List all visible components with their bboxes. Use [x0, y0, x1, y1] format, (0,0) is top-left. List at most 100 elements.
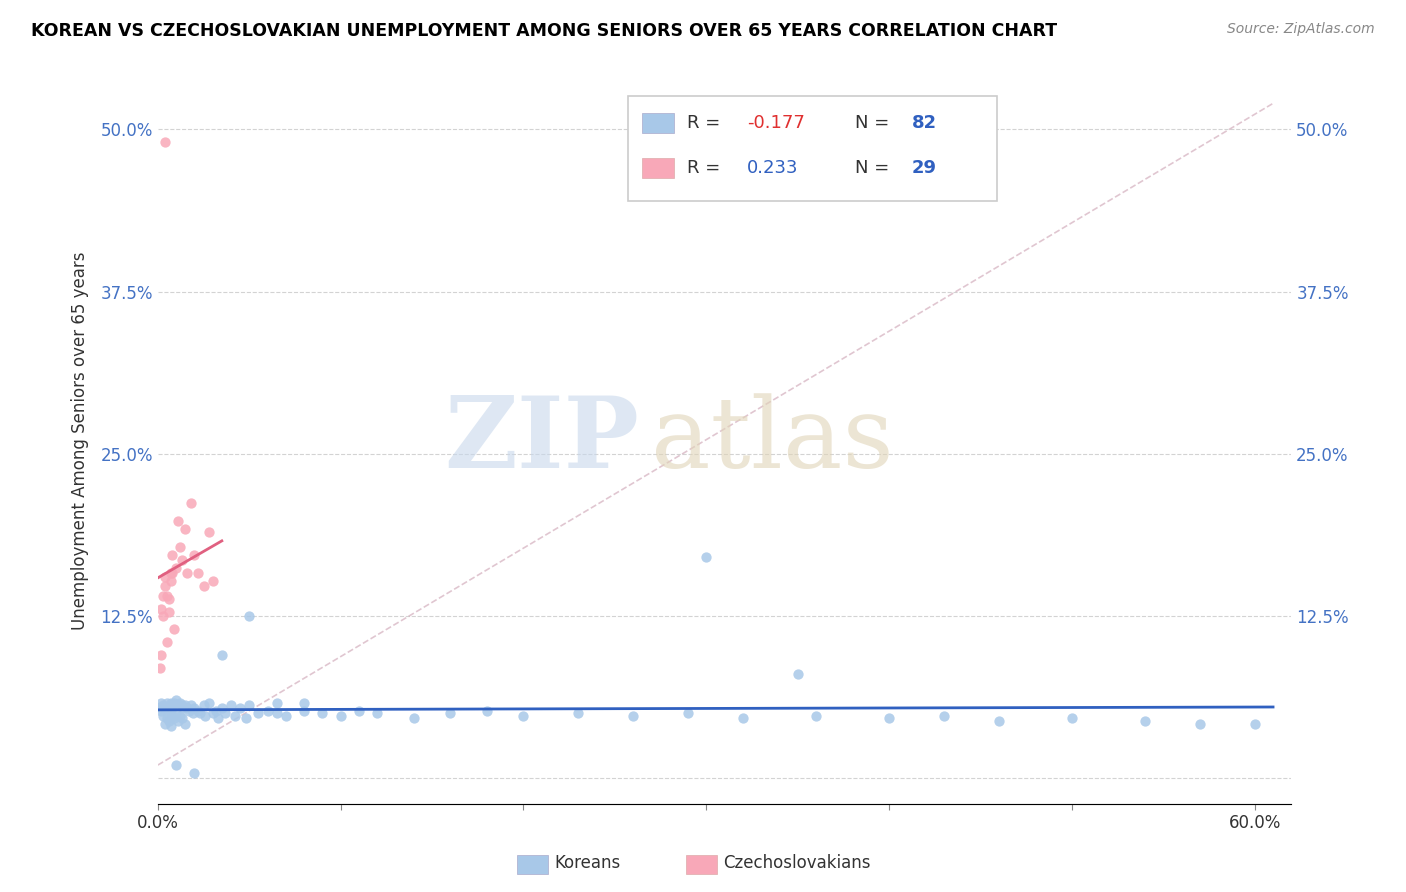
Y-axis label: Unemployment Among Seniors over 65 years: Unemployment Among Seniors over 65 years — [72, 252, 89, 630]
Point — [229, 701, 252, 715]
FancyBboxPatch shape — [643, 158, 673, 178]
Point — [402, 711, 425, 725]
Point — [169, 696, 191, 710]
Point — [224, 708, 246, 723]
Point — [162, 698, 184, 713]
Point — [676, 706, 699, 721]
Point — [174, 522, 197, 536]
Point — [731, 711, 754, 725]
Point — [163, 622, 186, 636]
Point — [150, 648, 173, 662]
Point — [1133, 714, 1156, 728]
Point — [214, 706, 236, 721]
FancyBboxPatch shape — [628, 95, 997, 201]
Point — [169, 540, 191, 554]
Point — [150, 696, 173, 710]
Text: Source: ZipAtlas.com: Source: ZipAtlas.com — [1227, 22, 1375, 37]
Point — [329, 708, 352, 723]
Point — [176, 566, 198, 580]
Point — [157, 714, 180, 728]
Point — [172, 701, 194, 715]
Text: atlas: atlas — [651, 392, 894, 489]
Point — [194, 708, 217, 723]
Point — [512, 708, 534, 723]
Point — [153, 136, 176, 150]
Point — [201, 706, 224, 721]
Point — [695, 550, 717, 565]
Point — [157, 701, 180, 715]
Point — [176, 701, 198, 715]
Text: R =: R = — [688, 114, 725, 132]
Point — [1060, 711, 1083, 725]
Point — [162, 548, 184, 562]
Point — [211, 701, 233, 715]
Point — [274, 708, 297, 723]
Point — [987, 714, 1010, 728]
Point — [187, 704, 209, 718]
Point — [153, 701, 176, 715]
Point — [256, 704, 278, 718]
Point — [152, 708, 174, 723]
Point — [163, 696, 186, 710]
Point — [174, 698, 197, 713]
Point — [198, 696, 221, 710]
Text: 29: 29 — [911, 160, 936, 178]
Point — [205, 704, 228, 718]
Point — [156, 635, 179, 649]
Text: -0.177: -0.177 — [747, 114, 806, 132]
Text: Koreans: Koreans — [554, 855, 620, 872]
Text: N =: N = — [855, 114, 896, 132]
Point — [292, 704, 315, 718]
Point — [207, 711, 229, 725]
Point — [177, 704, 200, 718]
Point — [183, 765, 205, 780]
Point — [162, 708, 184, 723]
Point — [167, 698, 190, 713]
Text: 0.233: 0.233 — [747, 160, 799, 178]
Point — [159, 566, 181, 580]
Point — [167, 714, 190, 728]
Point — [159, 696, 181, 710]
Point — [183, 548, 205, 562]
FancyBboxPatch shape — [643, 113, 673, 134]
Point — [153, 716, 176, 731]
Point — [169, 708, 191, 723]
Point — [198, 524, 221, 539]
Point — [238, 608, 260, 623]
Point — [162, 566, 184, 580]
Point — [567, 706, 589, 721]
Point — [366, 706, 388, 721]
Text: Czechoslovakians: Czechoslovakians — [723, 855, 870, 872]
Point — [181, 706, 204, 721]
Point — [235, 711, 257, 725]
Point — [180, 698, 202, 713]
Point — [1188, 716, 1211, 731]
Point — [152, 608, 174, 623]
Point — [157, 605, 180, 619]
Point — [174, 716, 197, 731]
Point — [152, 698, 174, 713]
Point — [187, 566, 209, 580]
Point — [219, 698, 242, 713]
Point — [170, 698, 193, 713]
Point — [475, 704, 498, 718]
Point — [153, 570, 176, 584]
Point — [347, 704, 370, 718]
Point — [786, 667, 808, 681]
Point — [156, 711, 179, 725]
Text: R =: R = — [688, 160, 725, 178]
Point — [156, 590, 179, 604]
Point — [153, 579, 176, 593]
Point — [932, 708, 955, 723]
Point — [439, 706, 461, 721]
Point — [193, 698, 215, 713]
Point — [247, 706, 270, 721]
Point — [159, 704, 181, 718]
Point — [165, 561, 187, 575]
Point — [150, 704, 173, 718]
Point — [170, 711, 193, 725]
Point — [159, 574, 181, 588]
Point — [311, 706, 333, 721]
Point — [165, 758, 187, 772]
Point — [266, 706, 288, 721]
